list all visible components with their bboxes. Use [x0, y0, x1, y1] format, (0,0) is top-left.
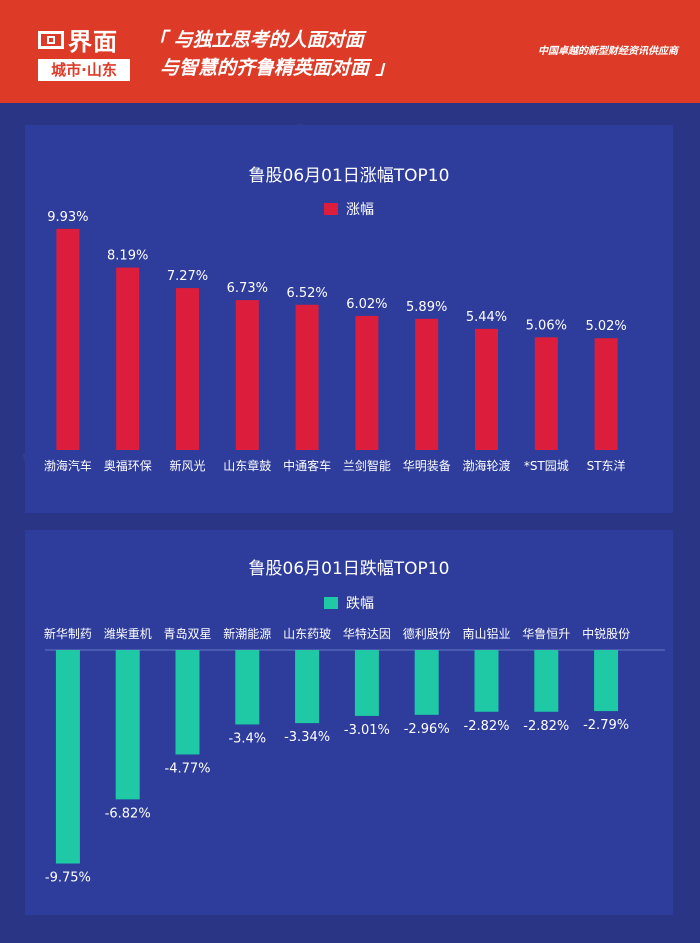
rise-data-label: 7.27%	[167, 269, 208, 284]
rise-bar	[534, 337, 558, 450]
rise-category-label: 新风光	[169, 458, 205, 473]
rise-bar	[56, 228, 80, 450]
fall-bar	[235, 650, 260, 725]
rise-data-label: 5.06%	[526, 318, 567, 333]
rise-data-label: 9.93%	[47, 210, 88, 225]
rise-legend: 涨幅	[25, 199, 673, 219]
fall-bar	[474, 650, 499, 712]
rise-category-label: 山东章鼓	[223, 458, 271, 473]
fall-data-label: -4.77%	[165, 761, 211, 776]
fall-bar	[175, 650, 200, 755]
fall-category-label: 山东药玻	[283, 627, 331, 641]
fall-chart-title: 鲁股06月01日跌幅TOP10	[248, 559, 450, 579]
fall-category-label: 华特达因	[343, 626, 391, 641]
rise-category-label: 兰剑智能	[343, 458, 391, 473]
rise-bar	[594, 338, 618, 450]
rise-legend-label: 涨幅	[346, 202, 374, 218]
fall-category-label: 中锐股份	[582, 626, 630, 641]
rise-bar	[116, 267, 140, 450]
rise-bar	[235, 300, 259, 450]
rise-data-label: 6.52%	[286, 286, 327, 301]
fall-chart-panel: 鲁股06月01日跌幅TOP10 跌幅 新华制药 -9.75% 潍柴重机 -6.82% 青…	[25, 530, 673, 915]
fall-legend-swatch	[324, 597, 338, 609]
rise-data-label: 5.02%	[585, 319, 626, 334]
fall-data-label: -3.4%	[228, 731, 266, 746]
logo-subtitle: 城市·山东	[38, 59, 130, 81]
rise-bar	[176, 288, 199, 450]
fall-data-label: -9.75%	[45, 871, 91, 886]
fall-chart: 新华制药 -9.75% 潍柴重机 -6.82% 青岛双星 -4.77% 新潮能源 -3.4% 山…	[44, 626, 665, 886]
fall-category-label: 南山铝业	[462, 626, 510, 641]
slogan-line-1: 「 与独立思考的人面对面	[148, 29, 364, 51]
rise-category-label: 渤海汽车	[44, 458, 92, 473]
rise-data-label: 5.44%	[466, 310, 507, 325]
logo-text: 界面	[68, 28, 118, 56]
fall-data-label: -2.82%	[523, 719, 569, 734]
rise-bar	[415, 318, 439, 450]
fall-category-label: 青岛双星	[163, 626, 211, 641]
fall-bar	[115, 650, 140, 800]
rise-bar	[295, 304, 319, 450]
rise-bar	[355, 315, 379, 450]
fall-bar	[354, 650, 379, 716]
rise-data-label: 6.73%	[227, 281, 268, 296]
rise-bar	[475, 328, 498, 450]
fall-category-label: 华鲁恒升	[522, 627, 570, 641]
logo-mark-icon	[38, 30, 64, 49]
header-banner: 界面 城市·山东 「 与独立思考的人面对面 与智慧的齐鲁精英面对面 」 中国卓越…	[0, 0, 700, 103]
fall-category-label: 新华制药	[44, 626, 92, 641]
slogan: 「 与独立思考的人面对面 与智慧的齐鲁精英面对面 」	[148, 26, 395, 82]
fall-bar	[594, 650, 619, 712]
rise-category-label: *ST园城	[524, 459, 569, 473]
brand-logo: 界面 城市·山东	[38, 22, 130, 82]
fall-bar	[55, 650, 80, 864]
rise-chart-title: 鲁股06月01日涨幅TOP10	[248, 166, 450, 186]
fall-data-label: -2.79%	[583, 718, 629, 733]
rise-category-label: ST东洋	[587, 458, 626, 473]
fall-data-label: -3.34%	[284, 730, 330, 745]
rise-category-label: 华明装备	[403, 459, 451, 473]
fall-category-label: 德利股份	[403, 626, 451, 641]
fall-category-label: 新潮能源	[223, 626, 271, 641]
rise-chart: 9.93% 渤海汽车 8.19% 奥福环保 7.27% 新风光 6.73% 山东章鼓 6.52%…	[44, 210, 627, 473]
rise-data-label: 6.02%	[346, 297, 387, 312]
fall-bar	[534, 650, 559, 712]
fall-data-label: -2.96%	[404, 722, 450, 737]
fall-category-label: 潍柴重机	[104, 627, 152, 641]
rise-chart-panel: 鲁股06月01日涨幅TOP10 涨幅 9.93% 渤海汽车 8.19% 奥福环保 7.2…	[25, 125, 673, 513]
rise-category-label: 渤海轮渡	[462, 458, 510, 473]
fall-data-label: -6.82%	[105, 806, 151, 821]
fall-legend-label: 跌幅	[346, 596, 374, 612]
rise-data-label: 8.19%	[107, 249, 148, 264]
fall-data-label: -2.82%	[464, 719, 510, 734]
fall-bar	[295, 650, 320, 724]
fall-bar	[414, 650, 439, 715]
rise-category-label: 奥福环保	[104, 458, 152, 473]
tagline: 中国卓越的新型财经资讯供应商	[538, 46, 678, 57]
fall-legend: 跌幅	[25, 593, 673, 613]
rise-data-label: 5.89%	[406, 300, 447, 315]
slogan-line-2: 与智慧的齐鲁精英面对面 」	[160, 57, 395, 79]
rise-category-label: 中通客车	[283, 458, 331, 473]
rise-legend-swatch	[324, 203, 338, 215]
fall-data-label: -3.01%	[344, 723, 390, 738]
